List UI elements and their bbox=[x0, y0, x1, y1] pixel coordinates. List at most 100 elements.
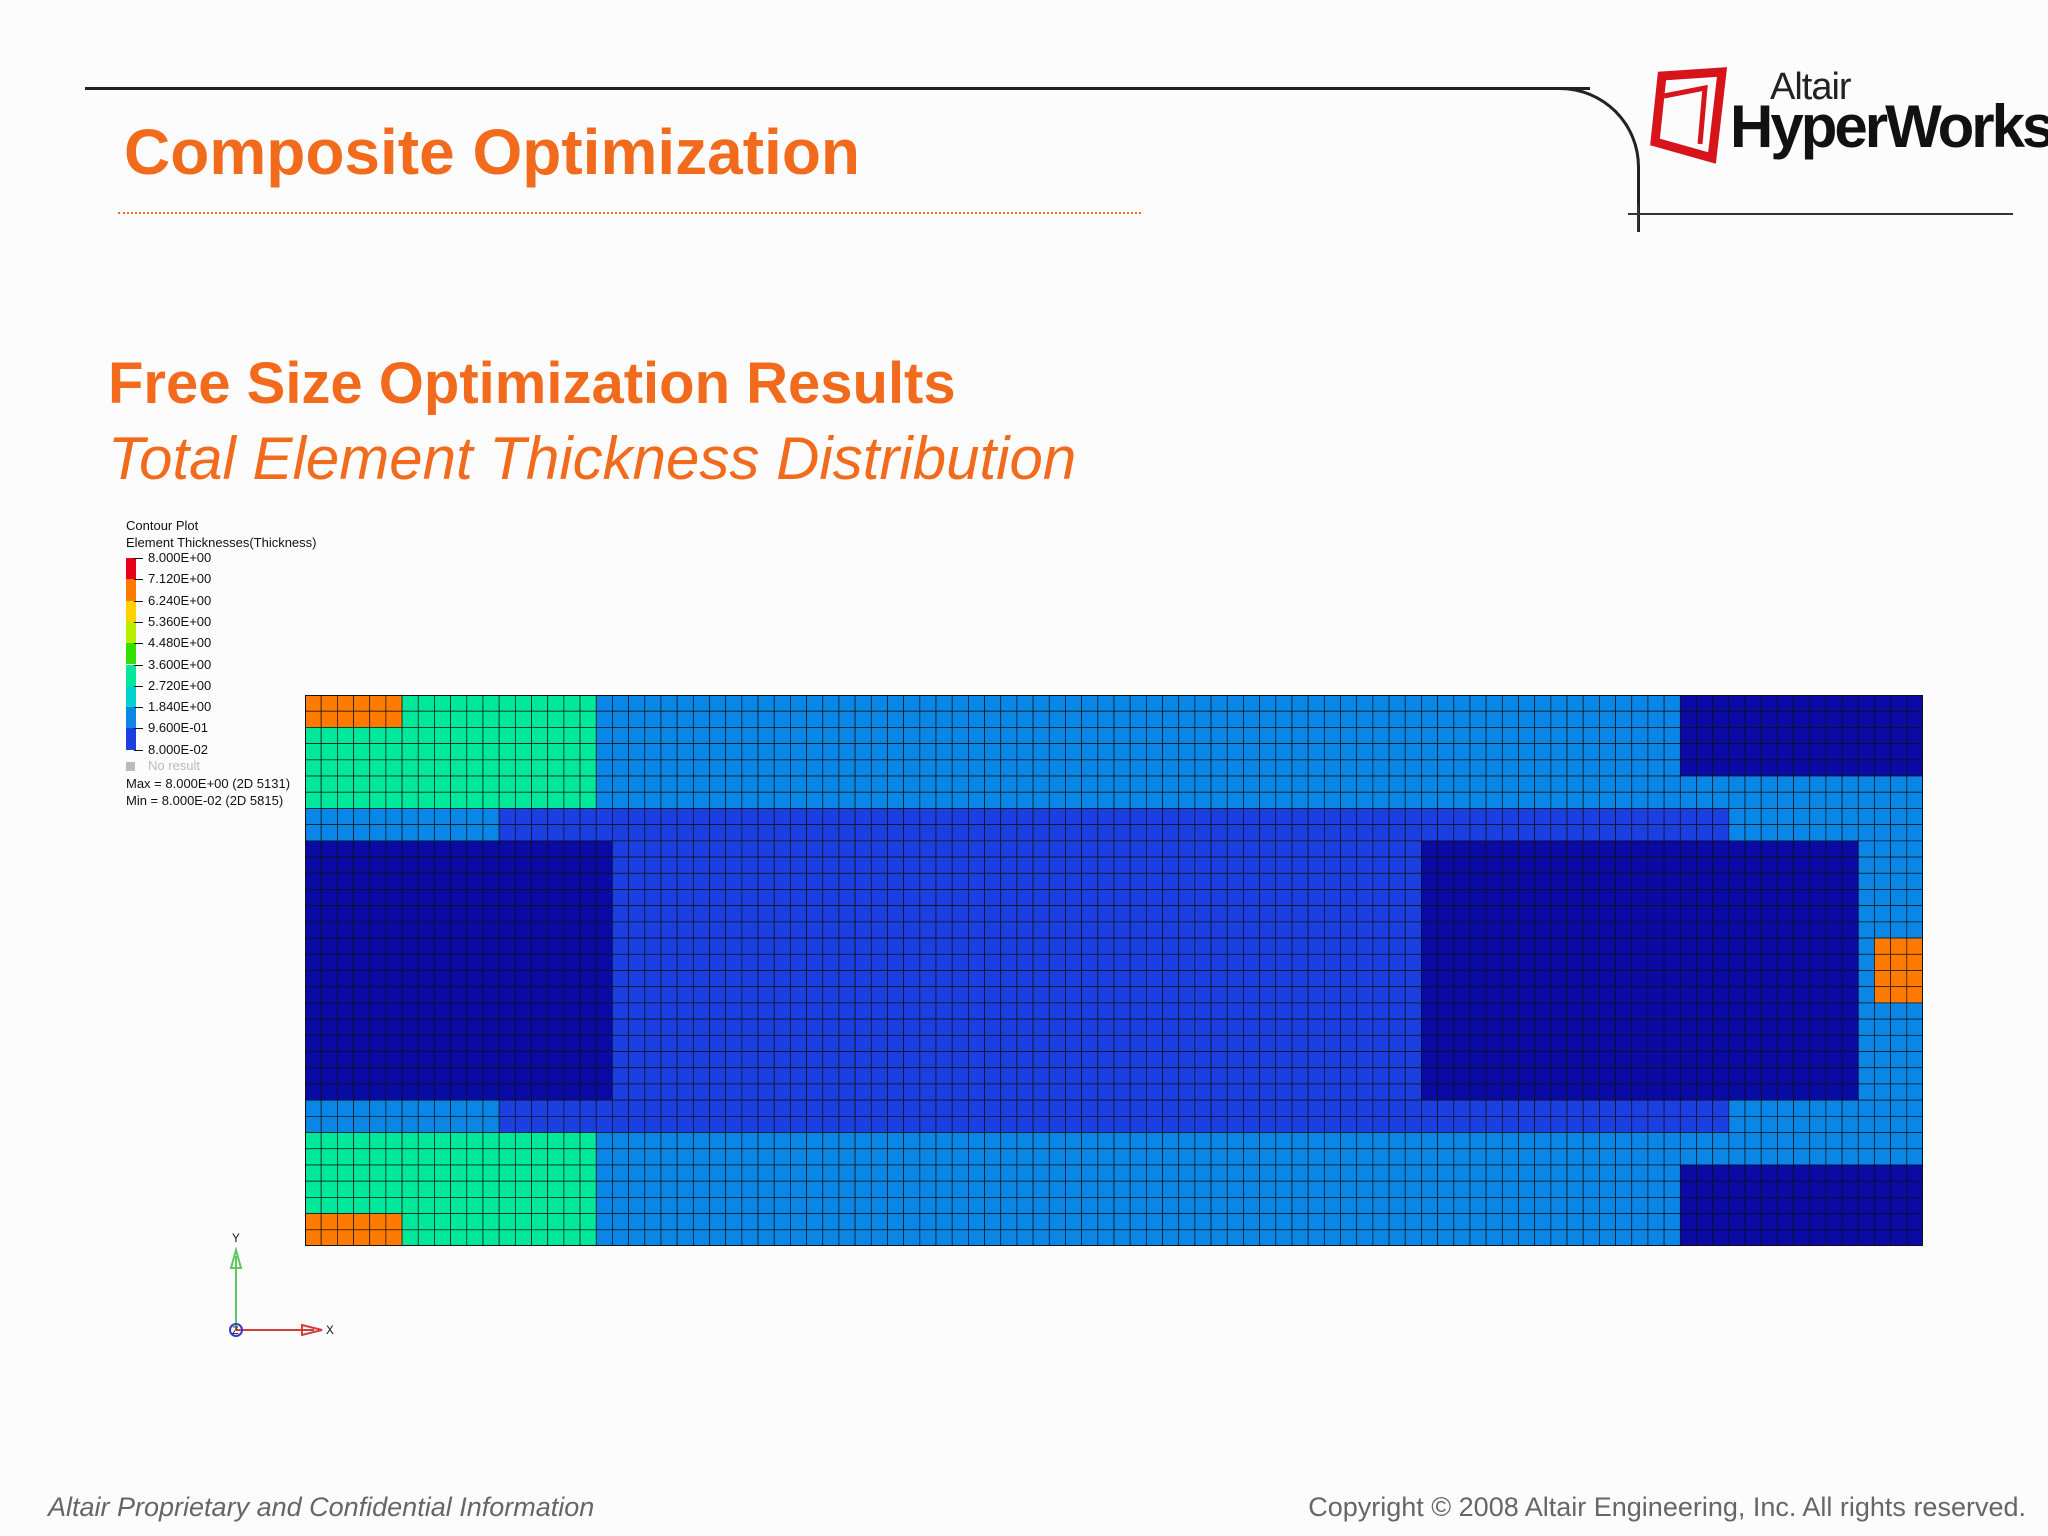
mesh-element bbox=[1518, 1034, 1536, 1052]
mesh-element bbox=[628, 775, 646, 793]
mesh-element bbox=[1777, 1229, 1794, 1246]
mesh-element bbox=[1809, 970, 1827, 988]
mesh-element bbox=[1323, 775, 1341, 793]
mesh-element bbox=[320, 1132, 338, 1150]
mesh-element bbox=[1890, 727, 1908, 744]
mesh-element bbox=[1065, 1018, 1082, 1036]
mesh-element bbox=[1437, 1197, 1455, 1214]
mesh-element bbox=[547, 1116, 565, 1133]
mesh-element bbox=[1615, 1002, 1633, 1020]
mesh-element bbox=[401, 727, 419, 744]
mesh-element bbox=[1534, 727, 1552, 744]
mesh-element bbox=[563, 1051, 581, 1069]
mesh-element bbox=[1162, 1116, 1180, 1133]
mesh-element bbox=[1129, 953, 1147, 971]
mesh-element bbox=[1906, 1002, 1923, 1020]
mesh-element bbox=[1081, 791, 1099, 809]
mesh-element bbox=[547, 1099, 565, 1117]
mesh-element bbox=[498, 840, 516, 858]
mesh-element bbox=[1178, 1197, 1196, 1214]
mesh-element bbox=[369, 759, 387, 777]
mesh-element bbox=[773, 1116, 791, 1133]
mesh-element bbox=[806, 1099, 824, 1117]
mesh-element bbox=[1469, 1229, 1487, 1246]
mesh-element bbox=[1906, 1132, 1923, 1150]
mesh-element bbox=[1501, 1229, 1519, 1246]
mesh-element bbox=[676, 775, 694, 793]
mesh-element bbox=[757, 889, 775, 907]
mesh-element bbox=[1857, 1067, 1875, 1085]
mesh-element bbox=[628, 921, 646, 939]
mesh-element bbox=[1081, 1197, 1099, 1214]
mesh-element bbox=[984, 808, 1002, 825]
mesh-element bbox=[1356, 1018, 1374, 1036]
mesh-element bbox=[935, 937, 953, 955]
mesh-element bbox=[1048, 695, 1066, 712]
mesh-element bbox=[1534, 808, 1552, 825]
mesh-element bbox=[1825, 1213, 1843, 1231]
mesh-element bbox=[320, 856, 338, 874]
mesh-element bbox=[1081, 1132, 1099, 1150]
mesh-element bbox=[466, 759, 484, 777]
mesh-element bbox=[1631, 759, 1649, 777]
mesh-element bbox=[320, 1083, 338, 1101]
mesh-element bbox=[1518, 791, 1536, 809]
mesh-element bbox=[1307, 759, 1325, 777]
mesh-element bbox=[1194, 1002, 1212, 1020]
mesh-element bbox=[1178, 775, 1196, 793]
mesh-element bbox=[563, 1018, 581, 1036]
mesh-element bbox=[1550, 824, 1568, 842]
mesh-element bbox=[1453, 953, 1471, 971]
mesh-element bbox=[466, 970, 484, 988]
mesh-element bbox=[1097, 889, 1115, 907]
mesh-element bbox=[1259, 1164, 1277, 1182]
mesh-element bbox=[1550, 921, 1568, 939]
mesh-element bbox=[1534, 1034, 1552, 1052]
mesh-element bbox=[838, 743, 856, 761]
mesh-element bbox=[1048, 1148, 1066, 1166]
mesh-element bbox=[1162, 1148, 1180, 1166]
mesh-element bbox=[1307, 1018, 1325, 1036]
mesh-element bbox=[482, 824, 500, 842]
mesh-element bbox=[337, 1164, 354, 1182]
mesh-element bbox=[547, 872, 565, 890]
mesh-element bbox=[1291, 1197, 1309, 1214]
mesh-element bbox=[887, 1164, 905, 1182]
mesh-element bbox=[1809, 856, 1827, 874]
mesh-element bbox=[935, 986, 953, 1004]
mesh-element bbox=[1874, 1213, 1891, 1231]
mesh-element bbox=[531, 824, 549, 842]
mesh-element bbox=[1793, 791, 1811, 809]
mesh-element bbox=[579, 1002, 597, 1020]
mesh-element bbox=[1243, 1164, 1260, 1182]
mesh-element bbox=[547, 1180, 565, 1198]
mesh-element bbox=[563, 1067, 581, 1085]
mesh-element bbox=[1841, 856, 1859, 874]
legend-level-label: 5.360E+00 bbox=[148, 613, 212, 629]
mesh-element bbox=[1712, 1083, 1730, 1101]
mesh-element bbox=[1777, 905, 1794, 923]
mesh-element bbox=[1259, 1018, 1277, 1036]
mesh-element bbox=[1550, 1229, 1568, 1246]
mesh-element bbox=[1226, 840, 1244, 858]
mesh-element bbox=[1032, 1083, 1050, 1101]
mesh-element bbox=[1259, 1132, 1277, 1150]
mesh-element bbox=[935, 791, 953, 809]
mesh-element bbox=[612, 808, 629, 825]
mesh-element bbox=[450, 905, 468, 923]
mesh-element bbox=[417, 1180, 435, 1198]
mesh-element bbox=[1501, 1099, 1519, 1117]
mesh-element bbox=[1372, 970, 1390, 988]
mesh-element bbox=[1857, 1002, 1875, 1020]
legend-color-swatch bbox=[126, 685, 136, 708]
mesh-element bbox=[935, 840, 953, 858]
mesh-element bbox=[1728, 872, 1746, 890]
mesh-element bbox=[1048, 856, 1066, 874]
mesh-element bbox=[401, 1148, 419, 1166]
mesh-element bbox=[320, 937, 338, 955]
mesh-element bbox=[1599, 1213, 1616, 1231]
mesh-element bbox=[1906, 1067, 1923, 1085]
mesh-element bbox=[1566, 775, 1584, 793]
mesh-element bbox=[1712, 1018, 1730, 1036]
mesh-element bbox=[417, 840, 435, 858]
